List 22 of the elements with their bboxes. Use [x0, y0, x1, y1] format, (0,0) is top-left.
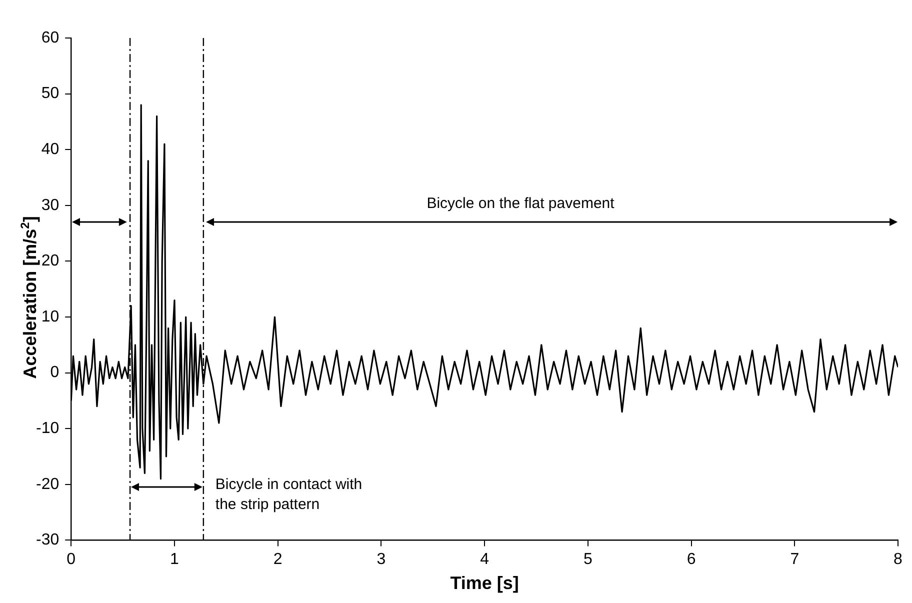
x-tick-label: 6: [686, 551, 696, 568]
x-tick-label: 4: [480, 551, 490, 568]
x-tick-label: 0: [66, 551, 76, 568]
y-tick-label: 50: [41, 85, 60, 102]
y-tick-label: -10: [36, 420, 60, 438]
x-axis-title: Time [s]: [450, 573, 519, 594]
y-tick-label: 30: [41, 196, 60, 214]
y-tick-label: -20: [36, 476, 60, 493]
y-tick-label: 20: [41, 252, 60, 270]
annotation: Bicycle in contact with the strip pattern: [215, 474, 364, 515]
y-tick-label: 40: [41, 141, 60, 158]
y-tick-label: 0: [50, 364, 60, 382]
x-tick-label: 7: [790, 551, 800, 568]
x-tick-label: 2: [273, 551, 282, 568]
x-tick-label: 5: [583, 551, 592, 568]
x-tick-label: 1: [170, 551, 180, 568]
x-tick-label: 3: [376, 551, 386, 568]
y-tick-label: 10: [41, 308, 60, 326]
annotation: Bicycle on the flat pavement: [426, 194, 614, 214]
y-tick-label: 60: [41, 29, 60, 46]
x-tick-label: 8: [894, 551, 903, 568]
y-tick-label: -30: [36, 532, 60, 549]
